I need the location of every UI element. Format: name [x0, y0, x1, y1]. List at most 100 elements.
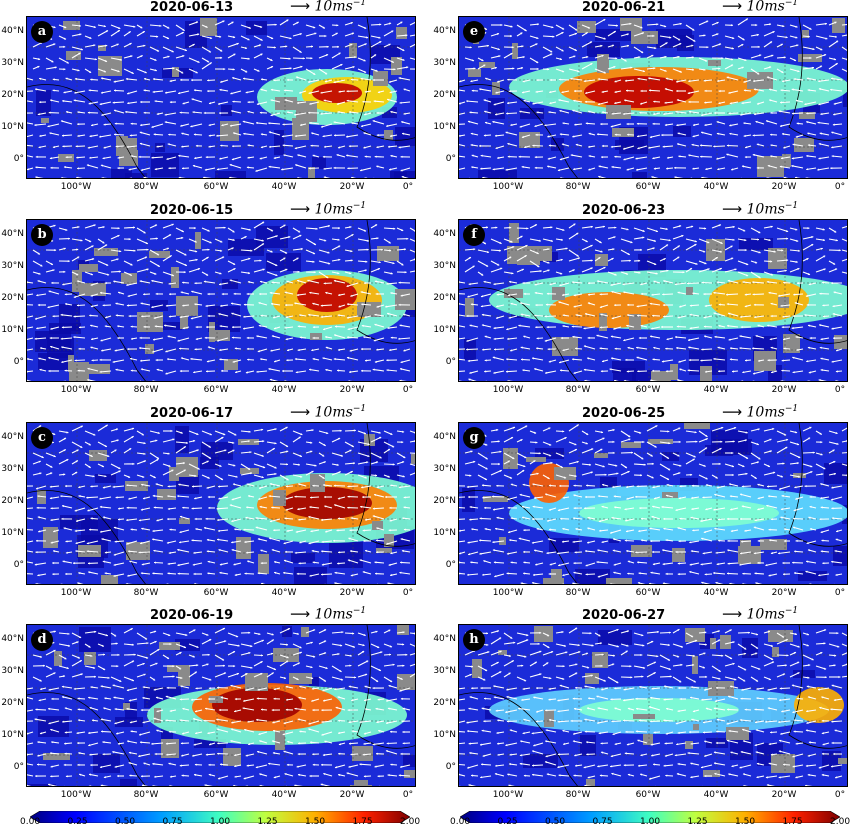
map-frame: d [26, 624, 416, 787]
latitude-label: 0° [13, 762, 24, 772]
latitude-label: 40°N [1, 432, 24, 442]
wind-scale-reference: ⟶ 10ms−1 [722, 606, 799, 623]
map-panel-d: 2020-06-19 ⟶ 10ms−1 d 40°N 30°N 20°N 10°N 0° 100… [0, 606, 420, 808]
longitude-label: 80°W [133, 385, 159, 395]
arrow-right-icon: ⟶ [722, 606, 743, 623]
longitude-label: 0° [402, 790, 414, 800]
arrow-right-icon: ⟶ [290, 606, 311, 623]
map-field [27, 625, 415, 786]
longitude-label: 80°W [565, 182, 591, 192]
wind-scale-reference: ⟶ 10ms−1 [722, 404, 799, 421]
longitude-label: 40°W [703, 790, 729, 800]
longitude-label: 80°W [565, 790, 591, 800]
arrow-right-icon: ⟶ [722, 201, 743, 218]
latitude-label: 20°N [1, 698, 24, 708]
latitude-label: 30°N [1, 464, 24, 474]
colorbar-tick-label: 1.00 [640, 817, 661, 827]
colorbar-tick-label: 1.25 [687, 817, 708, 827]
longitude-label: 60°W [635, 588, 661, 598]
latitude-label: 20°N [1, 496, 24, 506]
longitude-label: 0° [834, 385, 846, 395]
longitude-label: 100°W [60, 182, 92, 192]
wind-scale-reference: ⟶ 10ms−1 [290, 0, 367, 15]
map-frame: g [458, 422, 848, 585]
map-panel-h: 2020-06-27 ⟶ 10ms−1 h 40°N 30°N 20°N 10°N 0° 100… [432, 606, 850, 808]
map-field [459, 423, 847, 584]
colorbar-tick-label: 1.75 [782, 817, 803, 827]
latitude-label: 10°N [1, 325, 24, 335]
panel-letter-badge: h [463, 629, 485, 651]
latitude-label: 20°N [433, 698, 456, 708]
arrow-right-icon: ⟶ [290, 404, 311, 421]
longitude-label: 40°W [271, 385, 297, 395]
latitude-label: 40°N [433, 26, 456, 36]
arrow-right-icon: ⟶ [722, 404, 743, 421]
longitude-label: 0° [834, 182, 846, 192]
map-frame: c [26, 422, 416, 585]
map-panel-c: 2020-06-17 ⟶ 10ms−1 c 40°N 30°N 20°N 10°N 0° 100… [0, 404, 420, 606]
longitude-label: 20°W [339, 588, 365, 598]
map-field [27, 220, 415, 381]
map-frame: b [26, 219, 416, 382]
longitude-label: 20°W [771, 790, 797, 800]
map-panel-e: 2020-06-21 ⟶ 10ms−1 e 40°N 30°N 20°N 10°N 0° 100… [432, 0, 850, 200]
latitude-label: 0° [445, 762, 456, 772]
latitude-label: 0° [13, 357, 24, 367]
colorbar-tick-label: 0.25 [67, 817, 88, 827]
latitude-label: 20°N [1, 293, 24, 303]
longitude-label: 0° [402, 385, 414, 395]
latitude-label: 30°N [433, 58, 456, 68]
latitude-label: 0° [445, 560, 456, 570]
colorbar-tick-label: 2.00 [830, 817, 850, 827]
longitude-label: 100°W [60, 385, 92, 395]
arrow-right-icon: ⟶ [290, 0, 311, 15]
colorbar-tick-label: 0.00 [450, 817, 471, 827]
panel-letter-badge: e [463, 21, 485, 43]
latitude-label: 40°N [1, 26, 24, 36]
wind-scale-reference: ⟶ 10ms−1 [290, 201, 367, 218]
longitude-label: 20°W [771, 385, 797, 395]
latitude-label: 20°N [433, 293, 456, 303]
latitude-label: 0° [13, 560, 24, 570]
longitude-label: 100°W [60, 790, 92, 800]
latitude-label: 10°N [433, 730, 456, 740]
colorbar-tick-label: 2.00 [400, 817, 421, 827]
latitude-label: 30°N [433, 666, 456, 676]
colorbar-tick-label: 1.75 [352, 817, 373, 827]
panel-date-title: 2020-06-13 [150, 0, 234, 15]
panel-letter-badge: a [31, 21, 53, 43]
map-frame: h [458, 624, 848, 787]
latitude-label: 10°N [433, 325, 456, 335]
longitude-label: 60°W [203, 385, 229, 395]
latitude-label: 30°N [433, 261, 456, 271]
panel-date-title: 2020-06-27 [582, 608, 666, 623]
map-field [27, 17, 415, 178]
longitude-label: 60°W [635, 790, 661, 800]
latitude-label: 30°N [1, 261, 24, 271]
longitude-label: 100°W [492, 385, 524, 395]
map-field [459, 625, 847, 786]
panel-date-title: 2020-06-23 [582, 203, 666, 218]
longitude-label: 0° [834, 790, 846, 800]
map-panel-g: 2020-06-25 ⟶ 10ms−1 g 40°N 30°N 20°N 10°N 0° 100… [432, 404, 850, 606]
latitude-label: 10°N [1, 528, 24, 538]
panel-date-title: 2020-06-17 [150, 406, 234, 421]
latitude-label: 10°N [433, 528, 456, 538]
longitude-label: 0° [834, 588, 846, 598]
longitude-label: 40°W [271, 588, 297, 598]
colorbar-tick-label: 0.50 [545, 817, 566, 827]
wind-scale-reference: ⟶ 10ms−1 [722, 0, 799, 15]
panel-letter-badge: g [463, 427, 485, 449]
panel-letter-badge: c [31, 427, 53, 449]
wind-scale-reference: ⟶ 10ms−1 [290, 606, 367, 623]
longitude-label: 40°W [271, 182, 297, 192]
colorbar-tick-label: 1.00 [210, 817, 231, 827]
longitude-label: 20°W [339, 385, 365, 395]
longitude-label: 40°W [703, 588, 729, 598]
wind-scale-reference: ⟶ 10ms−1 [290, 404, 367, 421]
latitude-label: 10°N [433, 122, 456, 132]
longitude-label: 20°W [339, 790, 365, 800]
longitude-label: 40°W [271, 790, 297, 800]
colorbar-tick-label: 0.75 [592, 817, 613, 827]
latitude-label: 20°N [433, 496, 456, 506]
